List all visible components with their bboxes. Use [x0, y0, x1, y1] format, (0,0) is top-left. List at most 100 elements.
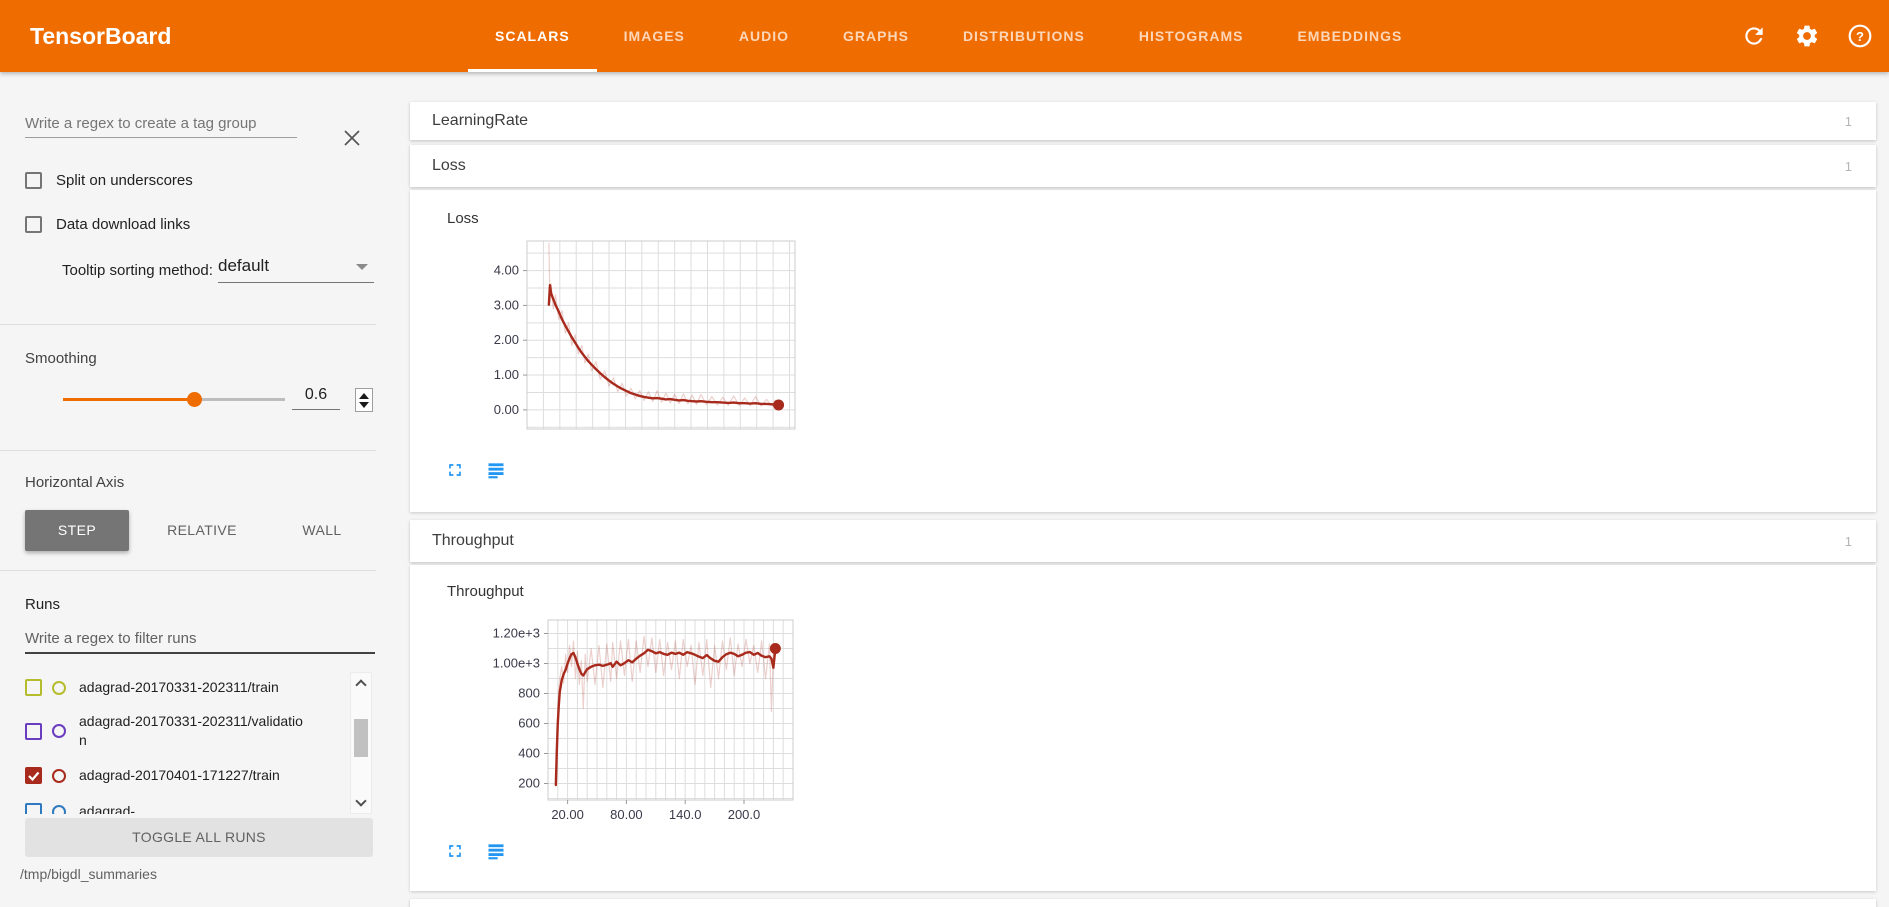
svg-text:20.00: 20.00 — [551, 807, 584, 822]
svg-text:2.00: 2.00 — [494, 332, 519, 347]
svg-text:200: 200 — [518, 776, 540, 791]
checkbox-icon[interactable] — [25, 172, 42, 189]
stepper-up-icon[interactable] — [359, 392, 369, 399]
checkbox-icon[interactable] — [25, 216, 42, 233]
tab-graphs[interactable]: GRAPHS — [843, 28, 909, 44]
svg-text:1.00e+3: 1.00e+3 — [493, 656, 540, 671]
axis-relative-button[interactable]: RELATIVE — [167, 522, 237, 538]
checkbox-label: Split on underscores — [56, 172, 193, 189]
tag-filter-input[interactable] — [25, 110, 297, 138]
run-list: adagrad-20170331-202311/train adagrad-20… — [25, 672, 350, 814]
tab-audio[interactable]: AUDIO — [738, 28, 790, 44]
run-name: adagrad-20170331-202311/train — [79, 679, 279, 695]
tab-embeddings[interactable]: EMBEDDINGS — [1297, 28, 1403, 44]
loss-chart[interactable]: 0.00 1.00 2.00 3.00 4.00 — [468, 234, 808, 440]
tab-bar: SCALARS IMAGES AUDIO GRAPHS DISTRIBUTION… — [468, 0, 1429, 72]
expand-chart-icon[interactable] — [445, 460, 465, 480]
header-actions: ? — [1741, 0, 1873, 72]
section-learningrate-bar[interactable]: LearningRate 1 — [410, 102, 1876, 140]
scrollbar-thumb[interactable] — [354, 719, 368, 757]
run-checkbox[interactable] — [25, 722, 42, 740]
run-item[interactable]: adagrad-20170331-202311/validation — [25, 712, 309, 750]
run-list-scrollbar[interactable] — [350, 672, 372, 814]
tab-scalars[interactable]: SCALARS — [468, 0, 597, 72]
scroll-down-icon[interactable] — [351, 793, 371, 813]
run-item[interactable]: adagrad- — [25, 802, 135, 814]
loss-chart-title: Loss — [447, 210, 479, 227]
svg-text:3.00: 3.00 — [494, 297, 519, 312]
svg-text:4.00: 4.00 — [494, 263, 519, 278]
run-checkbox[interactable] — [25, 679, 42, 696]
svg-text:800: 800 — [518, 686, 540, 701]
throughput-chart[interactable]: 200 400 600 800 1.00e+3 1.20e+3 20.00 80.00 140.… — [438, 607, 818, 837]
smoothing-value[interactable]: 0.6 — [292, 386, 340, 410]
chart-actions — [445, 460, 506, 480]
smoothing-stepper[interactable] — [355, 388, 373, 412]
horizontal-axis-label: Horizontal Axis — [25, 474, 125, 491]
tooltip-sort-select[interactable]: default — [218, 254, 374, 283]
next-section-bar[interactable] — [410, 899, 1876, 907]
loss-chart-card: Loss 0.00 1.00 2.00 3.00 4.00 — [410, 190, 1876, 512]
run-item[interactable]: adagrad-20170331-202311/train — [25, 678, 279, 697]
main-content: LearningRate 1 Loss 1 Loss 0.00 1.00 2.00 3… — [398, 72, 1889, 907]
section-count: 1 — [1844, 158, 1852, 174]
section-count: 1 — [1844, 113, 1852, 129]
toggle-all-runs-button[interactable]: TOGGLE ALL RUNS — [25, 818, 373, 857]
svg-text:?: ? — [1856, 29, 1864, 44]
svg-text:1.20e+3: 1.20e+3 — [493, 626, 540, 641]
chart-actions — [445, 841, 506, 861]
log-directory-path: /tmp/bigdl_summaries — [20, 866, 157, 882]
throughput-chart-title: Throughput — [447, 583, 524, 600]
run-color-circle — [52, 724, 66, 738]
smoothing-label: Smoothing — [25, 350, 97, 367]
sidebar: Split on underscores Data download links… — [0, 72, 398, 907]
axis-step-button[interactable]: STEP — [25, 510, 129, 551]
scroll-up-icon[interactable] — [351, 673, 371, 693]
section-title: Throughput — [432, 532, 514, 549]
run-selector-icon[interactable] — [486, 460, 506, 480]
smoothing-slider[interactable] — [63, 392, 285, 407]
chevron-down-icon — [356, 264, 368, 270]
runs-filter-input[interactable] — [25, 624, 375, 654]
data-download-checkbox[interactable]: Data download links — [25, 216, 190, 233]
checkbox-label: Data download links — [56, 216, 191, 233]
expand-chart-icon[interactable] — [445, 841, 465, 861]
section-throughput-bar[interactable]: Throughput 1 — [410, 520, 1876, 562]
run-color-circle — [52, 804, 66, 814]
run-selector-icon[interactable] — [486, 841, 506, 861]
gear-icon[interactable] — [1794, 23, 1820, 49]
stepper-down-icon[interactable] — [359, 401, 369, 408]
tooltip-sort-value: default — [218, 256, 270, 275]
svg-text:140.0: 140.0 — [669, 807, 702, 822]
section-loss-bar[interactable]: Loss 1 — [410, 145, 1876, 187]
axis-wall-button[interactable]: WALL — [302, 522, 342, 538]
run-color-circle — [52, 680, 66, 695]
svg-text:80.00: 80.00 — [610, 807, 643, 822]
refresh-icon[interactable] — [1741, 23, 1767, 49]
section-title: LearningRate — [432, 112, 529, 129]
tab-distributions[interactable]: DISTRIBUTIONS — [962, 28, 1085, 44]
run-name: adagrad- — [79, 803, 136, 814]
svg-text:200.0: 200.0 — [728, 807, 761, 822]
split-underscores-checkbox[interactable]: Split on underscores — [25, 172, 193, 189]
divider — [0, 450, 376, 451]
run-checkbox[interactable] — [25, 767, 42, 784]
help-icon[interactable]: ? — [1847, 23, 1873, 49]
tab-images[interactable]: IMAGES — [623, 28, 685, 44]
run-checkbox[interactable] — [25, 803, 42, 814]
close-icon[interactable] — [340, 126, 364, 150]
slider-knob[interactable] — [187, 392, 202, 407]
tab-histograms[interactable]: HISTOGRAMS — [1138, 28, 1244, 44]
run-name: adagrad-20170331-202311/validation — [79, 713, 303, 748]
horizontal-axis-toggle: STEP RELATIVE WALL — [25, 510, 377, 551]
tooltip-sort-label: Tooltip sorting method: — [62, 262, 213, 279]
divider — [0, 570, 376, 571]
section-title: Loss — [432, 157, 466, 174]
app-header: TensorBoard SCALARS IMAGES AUDIO GRAPHS … — [0, 0, 1889, 72]
run-item[interactable]: adagrad-20170401-171227/train — [25, 766, 280, 785]
svg-text:1.00: 1.00 — [494, 367, 519, 382]
svg-text:0.00: 0.00 — [494, 402, 519, 417]
run-color-circle — [52, 768, 66, 783]
throughput-chart-card: Throughput 200 400 600 800 1.00e+3 1.20e+3 20.… — [410, 565, 1876, 891]
